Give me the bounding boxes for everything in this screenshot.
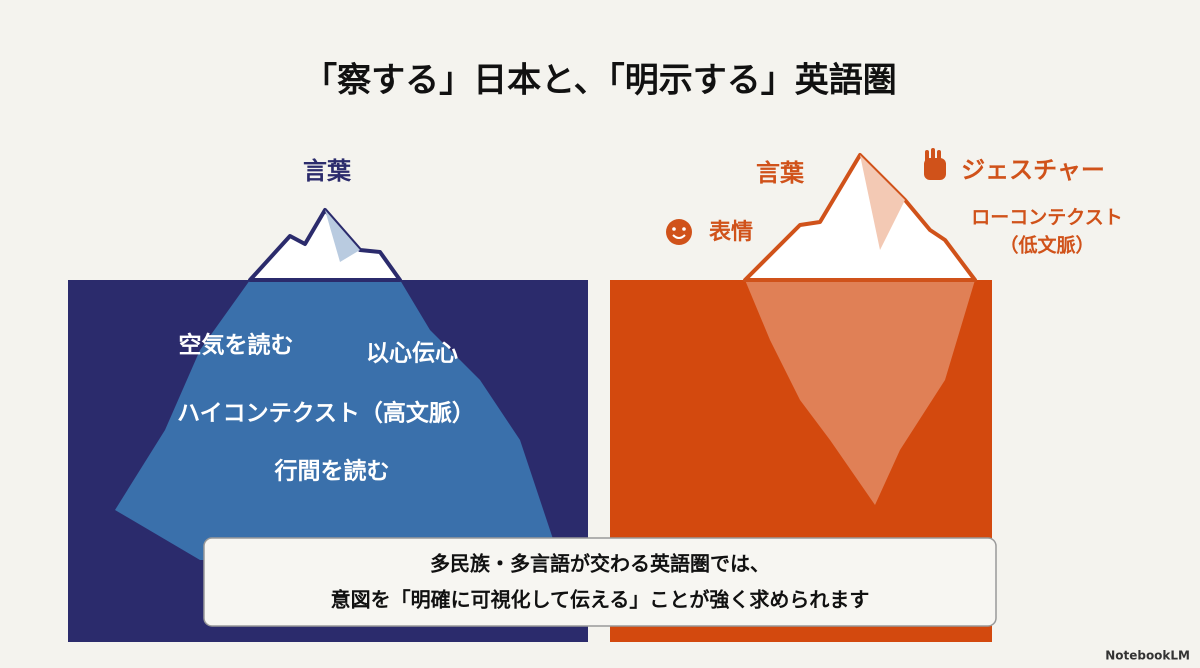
hand-icon (924, 148, 946, 180)
left-tip-shade (325, 210, 360, 262)
hidden-label: 以心伝心 (366, 341, 458, 367)
watermark: NotebookLM (1105, 649, 1190, 663)
smiley-icon (666, 219, 692, 245)
hidden-label: 行間を読む (274, 458, 390, 485)
right-underwater-ice (745, 280, 975, 505)
callout-box (203, 537, 997, 627)
context-label: （低文脈） (999, 234, 1094, 257)
callout-text: 多民族・多言語が交わる英語圏では、 (430, 552, 770, 576)
right-tip-label: 言葉 (756, 159, 805, 187)
left-tip-label: 言葉 (303, 157, 352, 185)
gesture-label: ジェスチャー (961, 156, 1105, 184)
title: 「察する」日本と、「明示する」英語圏 (303, 61, 897, 101)
right-tip-shade (860, 155, 905, 250)
left-underwater-ice (115, 280, 560, 560)
expression-label: 表情 (709, 219, 753, 245)
hidden-label: ハイコンテクスト（高文脈） (177, 400, 475, 427)
hidden-label: 空気を読む (179, 332, 294, 359)
callout-text: 意図を「明確に可視化して伝える」ことが強く求められます (331, 588, 870, 612)
context-label: ローコンテクスト (971, 207, 1122, 229)
